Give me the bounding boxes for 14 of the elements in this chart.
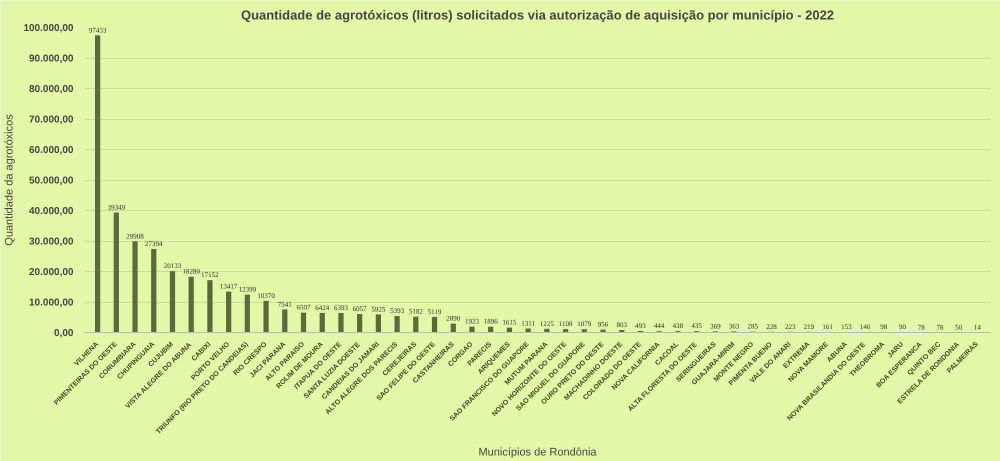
y-tick-label: 30.000,00 [29, 236, 74, 248]
y-tick-label: 0,00 [54, 328, 74, 339]
y-tick-label: 100.000,00 [23, 23, 74, 34]
y-tick-label: 90.000,00 [29, 54, 74, 64]
y-tick-label: 60.000,00 [29, 145, 74, 156]
y-axis-title: Quantidade da agrotóxicos [3, 114, 16, 246]
chart-title: Quantidade de agrotóxicos (litros) solicitados via autorização de aquisição por município - 2022 [240, 8, 834, 22]
y-tick-label: 50.000,00 [29, 176, 74, 186]
y-tick-label: 40.000,00 [29, 206, 74, 217]
y-tick-label: 20.000,00 [29, 267, 74, 278]
y-tick-label: 10.000,00 [29, 298, 74, 308]
x-axis-title: Municípios de Rondônia [478, 446, 598, 458]
y-tick-label: 80.000,00 [29, 84, 74, 95]
y-tick-label: 70.000,00 [29, 114, 74, 126]
